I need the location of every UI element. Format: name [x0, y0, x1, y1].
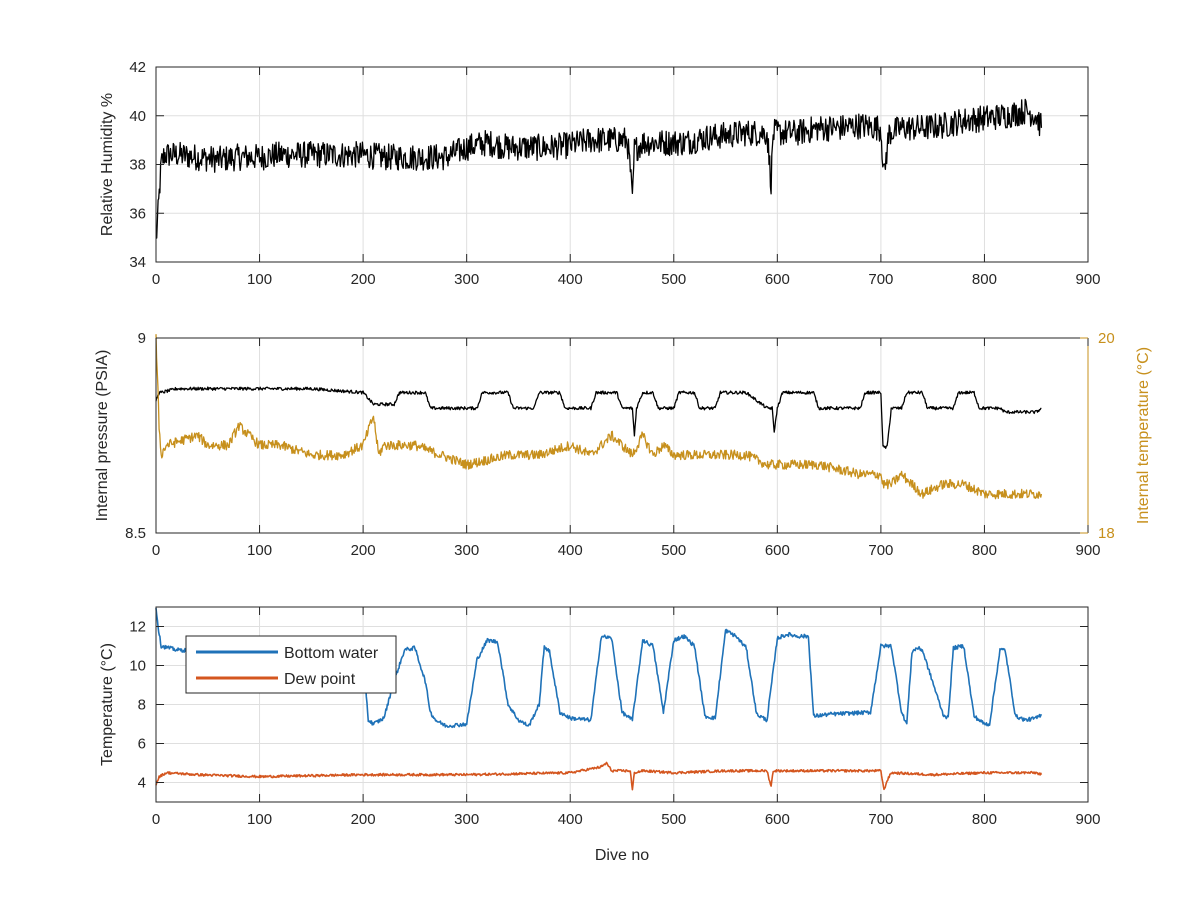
y-tick-label: 9: [138, 330, 146, 347]
y-tick-label: 4: [138, 775, 146, 792]
y-tick-label: 34: [129, 254, 146, 271]
series-line-series-0: [155, 98, 1043, 239]
x-axis-label: Dive no: [595, 847, 649, 864]
x-tick-label: 800: [972, 542, 997, 559]
x-tick-label: 900: [1075, 542, 1100, 559]
x-tick-label: 600: [765, 271, 790, 288]
x-tick-label: 600: [765, 811, 790, 828]
x-tick-label: 900: [1075, 811, 1100, 828]
x-tick-label: 100: [247, 271, 272, 288]
y-tick-label: 8.5: [125, 525, 146, 542]
x-tick-label: 800: [972, 271, 997, 288]
y-tick-label: 36: [129, 205, 146, 222]
y-axis-label: Internal pressure (PSIA): [94, 350, 111, 522]
x-tick-label: 200: [351, 811, 376, 828]
legend-label-dew-point: Dew point: [284, 671, 356, 688]
y2-tick-label: 20: [1098, 330, 1115, 347]
x-tick-label: 0: [152, 542, 160, 559]
x-tick-label: 700: [868, 811, 893, 828]
x-tick-label: 400: [558, 271, 583, 288]
x-tick-label: 900: [1075, 271, 1100, 288]
y-tick-label: 38: [129, 157, 146, 174]
x-tick-label: 300: [454, 271, 479, 288]
y-tick-label: 8: [138, 697, 146, 714]
y-tick-label: 12: [129, 619, 146, 636]
y-tick-label: 42: [129, 59, 146, 76]
y-tick-label: 6: [138, 736, 146, 753]
x-tick-label: 700: [868, 542, 893, 559]
x-tick-label: 700: [868, 271, 893, 288]
y-tick-label: 10: [129, 658, 146, 675]
x-tick-label: 400: [558, 811, 583, 828]
legend-box: [185, 635, 397, 694]
x-tick-label: 500: [661, 542, 686, 559]
x-tick-label: 300: [454, 542, 479, 559]
series-line-series-0: [155, 386, 1042, 449]
x-tick-label: 800: [972, 811, 997, 828]
y2-tick-label: 18: [1098, 525, 1115, 542]
panel-humidity: 0 100 200 300 400 500 600 700 800 900 3436384042 …: [99, 59, 1101, 288]
x-tick-label: 200: [351, 271, 376, 288]
y-axis-label: Relative Humidity %: [99, 93, 116, 236]
x-tick-label: 500: [661, 811, 686, 828]
y-axis-label: Temperature (°C): [99, 643, 116, 766]
series-line-series-1: [155, 334, 1043, 500]
x-tick-label: 500: [661, 271, 686, 288]
x-tick-label: 100: [247, 811, 272, 828]
legend-label-bottom-water: Bottom water: [284, 645, 379, 662]
series-line-dew-point: [155, 761, 1043, 791]
x-tick-label: 100: [247, 542, 272, 559]
legend: Bottom water Dew point: [185, 635, 397, 694]
plot-frame-left: [155, 338, 1088, 534]
y2-axis-label: Internal temperature (°C): [1135, 347, 1152, 524]
panel-pressure-temperature: 0 100 200 300 400 500 600 700 800 900 8.5 9 18 20 I…: [94, 330, 1152, 559]
x-tick-label: 300: [454, 811, 479, 828]
x-tick-label: 0: [152, 811, 160, 828]
x-tick-label: 400: [558, 542, 583, 559]
x-tick-label: 200: [351, 542, 376, 559]
y-tick-label: 40: [129, 108, 146, 125]
x-tick-label: 600: [765, 542, 790, 559]
x-tick-label: 0: [152, 271, 160, 288]
panel-temperature: 0 100 200 300 400 500 600 700 800 900 4 6 8 10 12 Tem…: [99, 606, 1101, 864]
